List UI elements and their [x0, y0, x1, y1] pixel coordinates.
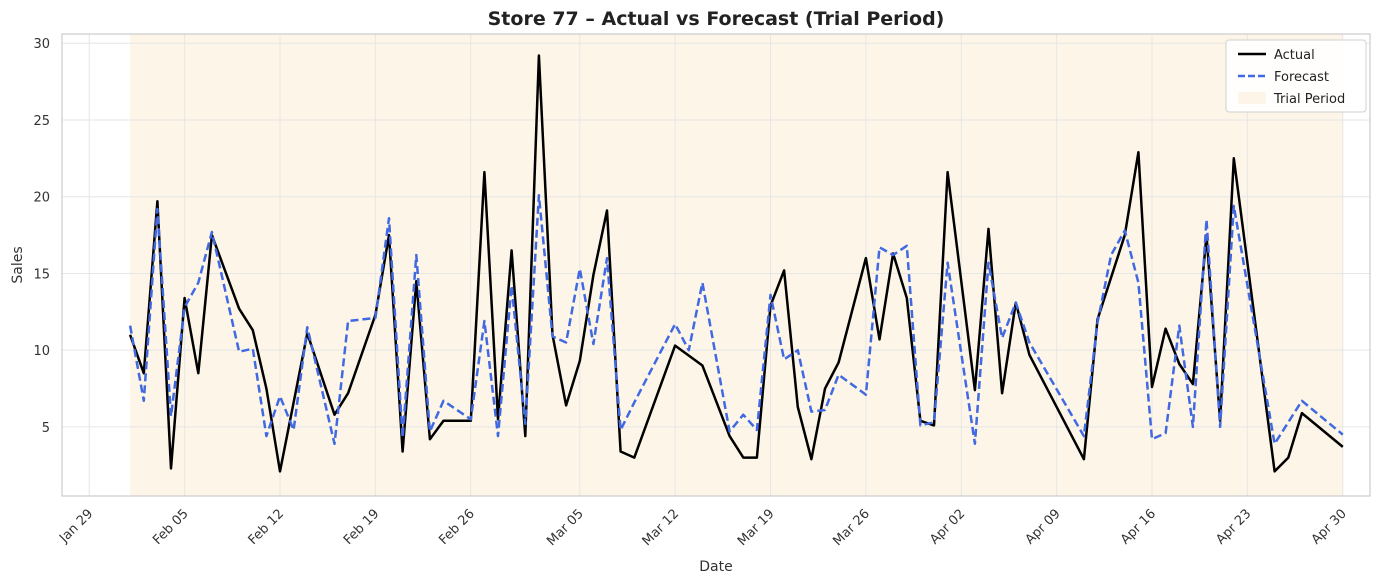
- legend-label-trial-period: Trial Period: [1273, 92, 1345, 107]
- series-line-forecast: [128, 193, 1344, 446]
- y-tick-label: 15: [33, 267, 50, 282]
- y-tick-label: 5: [42, 421, 50, 436]
- axes-frame: [61, 33, 1371, 497]
- y-axis-label: Sales: [10, 246, 26, 283]
- x-axis-label: Date: [699, 559, 732, 575]
- legend: Actual Forecast Trial Period: [1225, 39, 1367, 113]
- y-tick-label: 10: [33, 344, 50, 359]
- legend-swatch-trial-period: [1238, 92, 1266, 104]
- trial-period-region: [130, 34, 1343, 496]
- series-line-actual: [128, 54, 1344, 473]
- y-tick-label: 30: [33, 37, 50, 52]
- legend-label-forecast: Forecast: [1274, 70, 1329, 85]
- legend-label-actual: Actual: [1274, 48, 1315, 63]
- y-tick-label: 25: [33, 114, 50, 129]
- y-tick-label: 20: [33, 191, 50, 206]
- chart-title: Store 77 – Actual vs Forecast (Trial Per…: [488, 8, 945, 30]
